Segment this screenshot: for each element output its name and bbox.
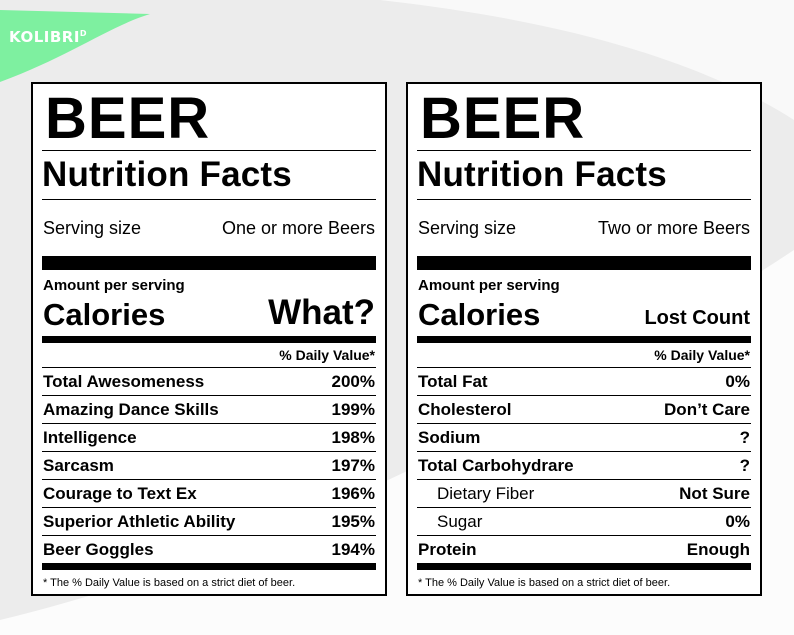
nutrient-value: 200% (331, 371, 375, 391)
nutrient-row: Dietary Fiber Not Sure (417, 480, 751, 508)
nutrient-value: ? (739, 427, 750, 447)
serving-row: Serving size Two or more Beers (417, 200, 751, 256)
kolibri-logo: KOLIBRID (0, 6, 150, 82)
nutrient-row: Total Awesomeness 200% (42, 368, 376, 396)
label-subtitle: Nutrition Facts (417, 155, 667, 194)
nutrient-value: 0% (725, 371, 750, 391)
nutrient-name: Total Awesomeness (43, 371, 205, 391)
nutrient-row: Total Fat 0% (417, 368, 751, 396)
divider (417, 199, 751, 200)
medium-divider (417, 336, 751, 343)
nutrient-name: Amazing Dance Skills (43, 399, 219, 419)
nutrient-row: Superior Athletic Ability 195% (42, 508, 376, 536)
nutrient-value: Enough (686, 539, 750, 559)
nutrient-row: Beer Goggles 194% (42, 536, 376, 563)
nutrient-value: 199% (331, 399, 375, 419)
nutrient-name: Sugar (437, 511, 483, 531)
nutrient-value: 194% (331, 539, 375, 559)
nutrient-name: Total Carbohydrare (418, 455, 574, 475)
footnote: * The % Daily Value is based on a strict… (418, 577, 671, 589)
nutrient-row: Sarcasm 197% (42, 452, 376, 480)
nutrient-name: Dietary Fiber (437, 483, 535, 503)
divider (417, 150, 751, 151)
nutrient-name: Sarcasm (43, 455, 114, 475)
amount-label: Amount per serving (418, 277, 560, 294)
nutrient-value: 197% (331, 455, 375, 475)
serving-value: Two or more Beers (597, 217, 750, 238)
nutrient-row: Amazing Dance Skills 199% (42, 396, 376, 424)
nutrient-value: Not Sure (679, 483, 750, 503)
divider (42, 199, 376, 200)
nutrient-list: Total Fat 0% Cholesterol Don’t Care Sodium… (417, 368, 751, 563)
serving-row: Serving size One or more Beers (42, 200, 376, 256)
nutrient-value: 198% (331, 427, 375, 447)
nutrient-value: ? (739, 455, 750, 475)
nutrient-value: 195% (331, 511, 375, 531)
thick-divider (417, 256, 751, 270)
nutrient-row: Total Carbohydrare? (417, 452, 751, 480)
calories-row: Calories What? (42, 294, 376, 332)
logo-mark: D (79, 29, 88, 38)
nutrient-name: Superior Athletic Ability (43, 511, 236, 531)
nutrient-value: Don’t Care (664, 399, 750, 419)
nutrition-label-left: BEER Nutrition Facts Serving size One or… (31, 82, 387, 596)
label-subtitle: Nutrition Facts (42, 155, 292, 194)
label-title: BEER (45, 86, 211, 151)
bottom-divider (417, 563, 751, 570)
nutrient-name: Intelligence (43, 427, 137, 447)
serving-label: Serving size (418, 217, 517, 238)
footnote: * The % Daily Value is based on a strict… (43, 577, 296, 589)
logo-text: KOLIBRID (9, 28, 87, 46)
calories-label: Calories (43, 297, 166, 332)
daily-value-header: % Daily Value* (417, 343, 751, 368)
nutrient-row: Courage to Text Ex 196% (42, 480, 376, 508)
nutrient-value: 0% (725, 511, 750, 531)
nutrient-value: 196% (331, 483, 375, 503)
label-title: BEER (420, 86, 586, 151)
serving-value: One or more Beers (221, 217, 375, 238)
nutrient-row: Cholesterol Don’t Care (417, 396, 751, 424)
divider (42, 150, 376, 151)
thick-divider (42, 256, 376, 270)
medium-divider (42, 336, 376, 343)
nutrient-row: Sodium? (417, 424, 751, 452)
nutrient-name: Protein (418, 539, 477, 559)
amount-label: Amount per serving (43, 277, 185, 294)
nutrient-name: Sodium (418, 427, 481, 447)
nutrient-list: Total Awesomeness 200% Amazing Dance Skil… (42, 368, 376, 563)
calories-value: What? (268, 293, 375, 332)
nutrient-row: Protein Enough (417, 536, 751, 563)
logo-wordmark: KOLIBRI (9, 28, 80, 46)
daily-value-header: % Daily Value* (42, 343, 376, 368)
nutrient-name: Courage to Text Ex (43, 483, 197, 503)
logo-leaf-icon (0, 10, 150, 82)
calories-label: Calories (418, 297, 541, 332)
bottom-divider (42, 563, 376, 570)
calories-value: Lost Count (644, 307, 750, 329)
nutrient-name: Beer Goggles (43, 539, 154, 559)
nutrient-name: Cholesterol (418, 399, 512, 419)
calories-row: Calories Lost Count (417, 294, 751, 332)
nutrient-name: Total Fat (418, 371, 488, 391)
nutrition-label-right: BEER Nutrition Facts Serving size Two or… (406, 82, 762, 596)
serving-label: Serving size (43, 217, 142, 238)
nutrient-row: Intelligence 198% (42, 424, 376, 452)
nutrient-row: Sugar 0% (417, 508, 751, 536)
